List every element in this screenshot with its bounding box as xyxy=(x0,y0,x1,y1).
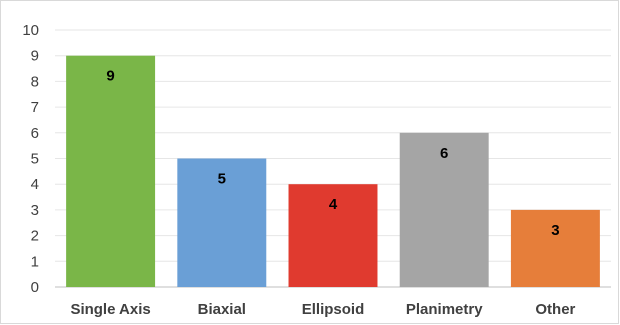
bar-single-axis xyxy=(66,55,156,288)
y-tick-label: 4 xyxy=(31,176,39,193)
y-tick-label: 2 xyxy=(31,228,39,245)
data-label: 4 xyxy=(329,196,338,213)
y-tick-label: 0 xyxy=(31,279,39,296)
bars: 9 5 4 6 3 xyxy=(66,55,600,288)
y-tick-label: 5 xyxy=(31,151,39,168)
y-axis: 0 1 2 3 4 5 6 7 8 9 10 xyxy=(22,22,39,296)
data-label: 3 xyxy=(551,222,559,239)
bar-ellipsoid xyxy=(288,184,378,287)
y-tick-label: 9 xyxy=(31,48,39,65)
bar-biaxial xyxy=(177,158,267,287)
x-tick-label: Ellipsoid xyxy=(302,301,365,318)
x-tick-label: Planimetry xyxy=(406,301,483,318)
x-tick-label: Single Axis xyxy=(70,301,150,318)
data-label: 9 xyxy=(106,68,114,85)
data-label: 5 xyxy=(218,171,226,188)
bar-planimetry xyxy=(399,132,489,287)
x-tick-label: Other xyxy=(535,301,575,318)
y-tick-label: 10 xyxy=(22,22,39,39)
y-tick-label: 7 xyxy=(31,99,39,116)
bar-other xyxy=(510,209,600,287)
y-tick-label: 8 xyxy=(31,73,39,90)
y-tick-label: 3 xyxy=(31,202,39,219)
x-axis: Single Axis Biaxial Ellipsoid Planimetry Oth… xyxy=(70,301,575,318)
data-label: 6 xyxy=(440,145,448,162)
y-tick-label: 6 xyxy=(31,125,39,142)
y-tick-label: 1 xyxy=(31,253,39,270)
x-tick-label: Biaxial xyxy=(198,301,246,318)
